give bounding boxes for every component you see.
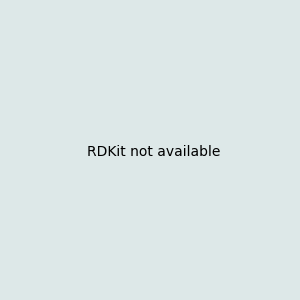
Text: RDKit not available: RDKit not available (87, 145, 220, 158)
